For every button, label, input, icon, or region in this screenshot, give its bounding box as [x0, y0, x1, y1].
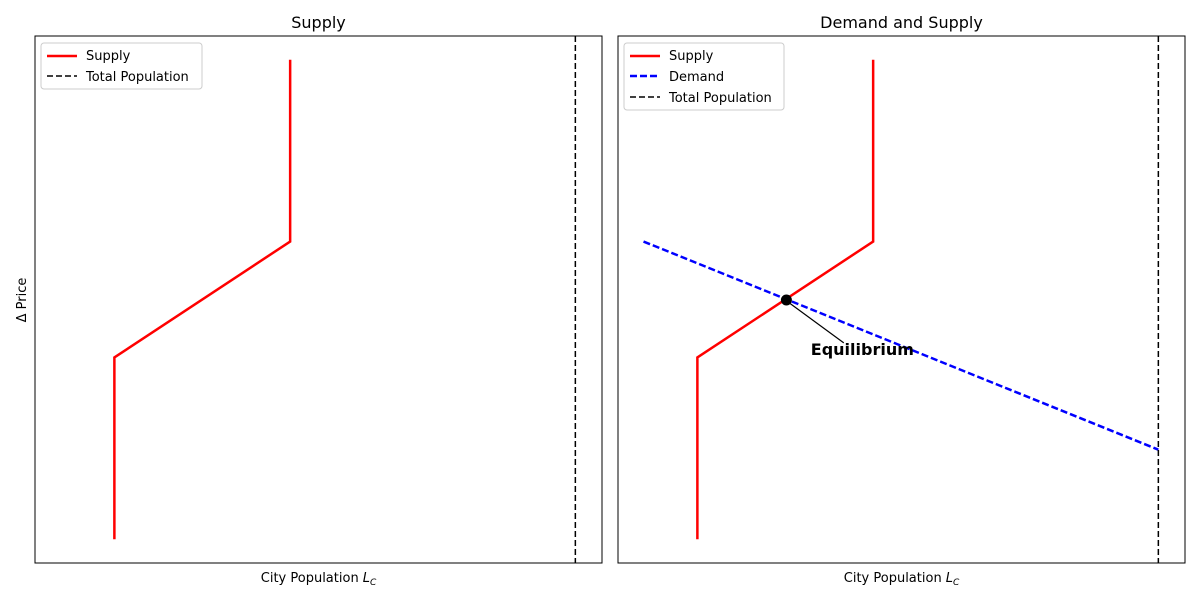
left-y-axis-label: Δ Price [15, 278, 30, 323]
right-plot-frame [617, 35, 1186, 564]
left-x-axis-label-var: L [363, 571, 370, 586]
right-demand-line [643, 240, 1159, 451]
left-x-axis-label: City Population LC [261, 571, 377, 588]
right-legend-total-population-label: Total Population [668, 91, 772, 106]
left-legend: Supply Total Population [40, 42, 203, 90]
right-chart-title: Demand and Supply [820, 13, 983, 32]
right-x-axis-label-text: City Population [844, 571, 942, 586]
left-legend-total-population-label: Total Population [85, 70, 189, 85]
right-legend-supply-label: Supply [669, 49, 714, 64]
left-x-axis-label-text: City Population [261, 571, 359, 586]
left-subplot: Supply City Population LC Δ Price Supply … [15, 13, 603, 588]
right-x-axis-label-sub: C [953, 578, 960, 588]
right-x-axis-label: City Population LC [844, 571, 960, 588]
right-equilibrium-point [780, 294, 792, 306]
left-supply-line [113, 59, 292, 540]
right-legend: Supply Demand Total Population [623, 42, 785, 111]
right-legend-box [623, 42, 785, 111]
right-equilibrium-arrow [789, 302, 845, 344]
left-chart-title: Supply [291, 13, 346, 32]
left-plot-marks [113, 36, 577, 563]
left-legend-box [40, 42, 203, 90]
left-x-axis-label-sub: C [370, 578, 377, 588]
right-legend-demand-label: Demand [669, 70, 724, 85]
left-plot-frame [34, 35, 603, 564]
left-legend-supply-label: Supply [86, 49, 131, 64]
right-equilibrium-annotation: Equilibrium [811, 340, 914, 359]
right-plot-marks: Equilibrium [643, 36, 1160, 563]
right-x-axis-label-var: L [946, 571, 953, 586]
right-subplot: Demand and Supply City Population LC Equi… [617, 13, 1186, 588]
